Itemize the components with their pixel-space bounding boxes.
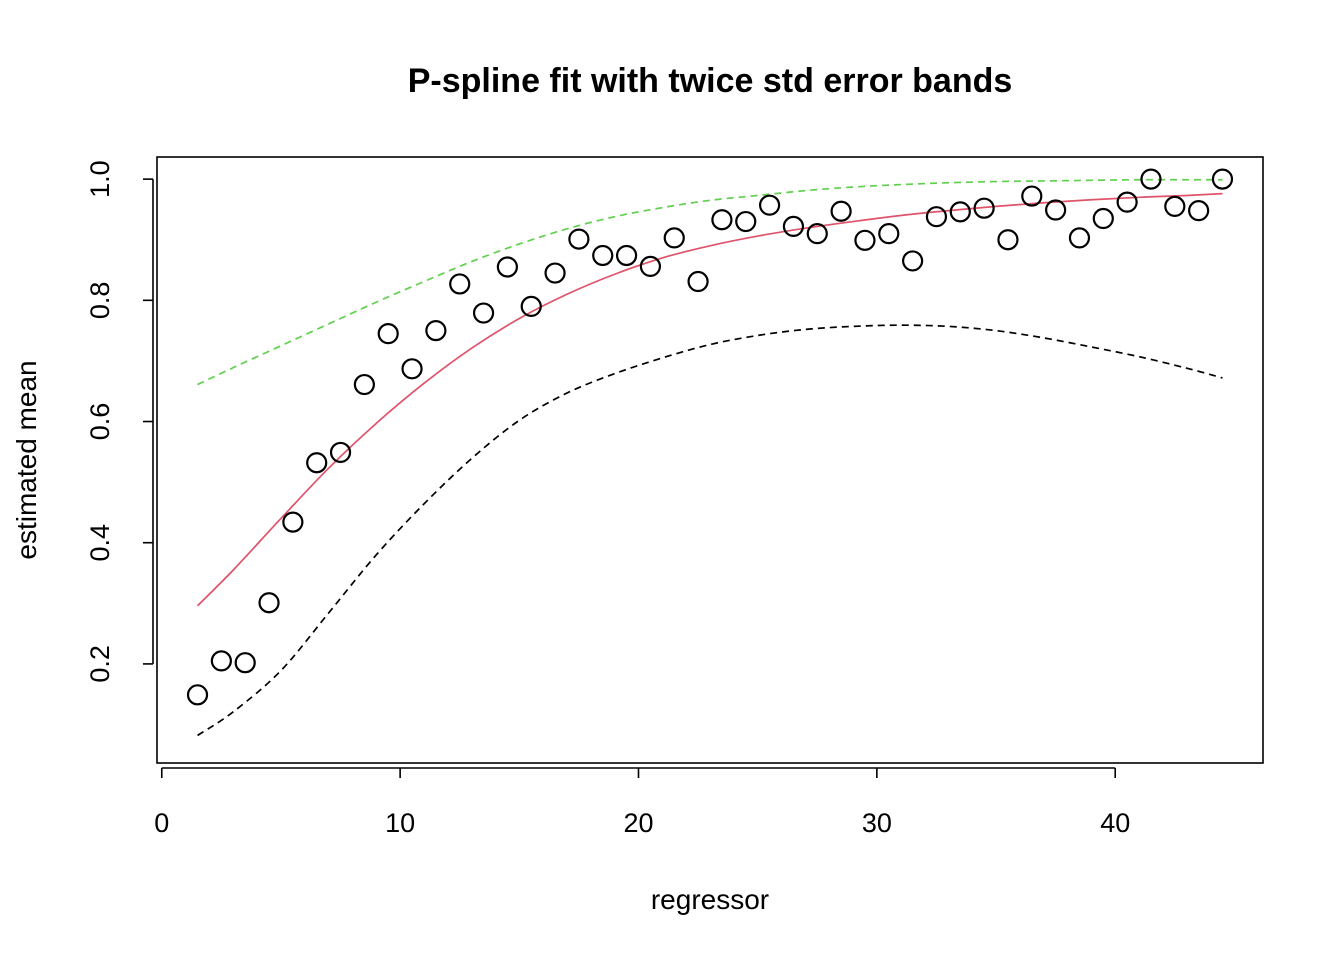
data-points [186,168,1234,706]
data-point [329,441,352,464]
y-tick-label: 0.6 [85,403,115,441]
data-point [1092,207,1114,230]
data-point [1068,227,1091,249]
data-point [854,229,876,251]
x-tick-label: 10 [385,808,415,838]
data-point [1021,185,1043,207]
data-point [973,197,995,219]
y-tick-label: 0.4 [85,524,115,562]
data-point [1140,168,1162,190]
data-point [258,592,280,614]
data-point [925,206,948,228]
data-point [425,320,447,342]
data-point [210,650,232,672]
data-point [735,210,757,233]
data-point [1045,199,1067,221]
data-point [782,215,805,237]
data-point [639,255,662,277]
data-point [496,256,518,278]
y-axis-label: estimated mean [11,360,42,559]
data-point [377,323,399,345]
data-point [1164,195,1186,217]
data-point [592,244,614,267]
upper-band-line [197,178,1223,386]
fit-line [196,192,1223,607]
data-point [353,373,375,396]
plot-frame [156,156,1264,764]
series-lines [196,178,1223,737]
data-point [1211,168,1234,190]
chart-title: P-spline fit with twice std error bands [408,62,1013,100]
x-tick-label: 30 [862,808,892,838]
data-point [282,511,304,533]
data-point [306,452,328,474]
x-axis: 0 10 20 30 40 [154,767,1130,838]
data-point [520,295,542,317]
data-point [758,194,781,216]
data-point [1188,200,1210,222]
data-point [449,273,471,295]
data-point [615,244,638,267]
data-point [687,270,709,293]
data-point [401,358,423,380]
data-point [186,684,209,706]
data-point [806,223,828,245]
data-point [711,209,733,231]
lower-band-line [197,324,1223,737]
data-point [544,262,566,284]
data-point [568,228,590,250]
data-point [234,652,256,674]
data-point [1116,191,1138,213]
y-axis: 0.2 0.4 0.6 0.8 1.0 [85,160,154,683]
data-point [902,250,924,272]
data-point [949,201,971,223]
data-point [997,229,1019,251]
data-point [830,200,852,222]
data-point [878,223,900,245]
y-tick-label: 0.2 [85,645,115,683]
x-tick-label: 0 [154,808,169,838]
y-tick-label: 0.8 [85,282,115,320]
x-axis-label: regressor [651,884,769,915]
data-point [663,227,685,249]
x-tick-label: 20 [623,808,653,838]
y-tick-label: 1.0 [85,160,115,198]
data-point [472,302,495,324]
x-tick-label: 40 [1100,808,1130,838]
